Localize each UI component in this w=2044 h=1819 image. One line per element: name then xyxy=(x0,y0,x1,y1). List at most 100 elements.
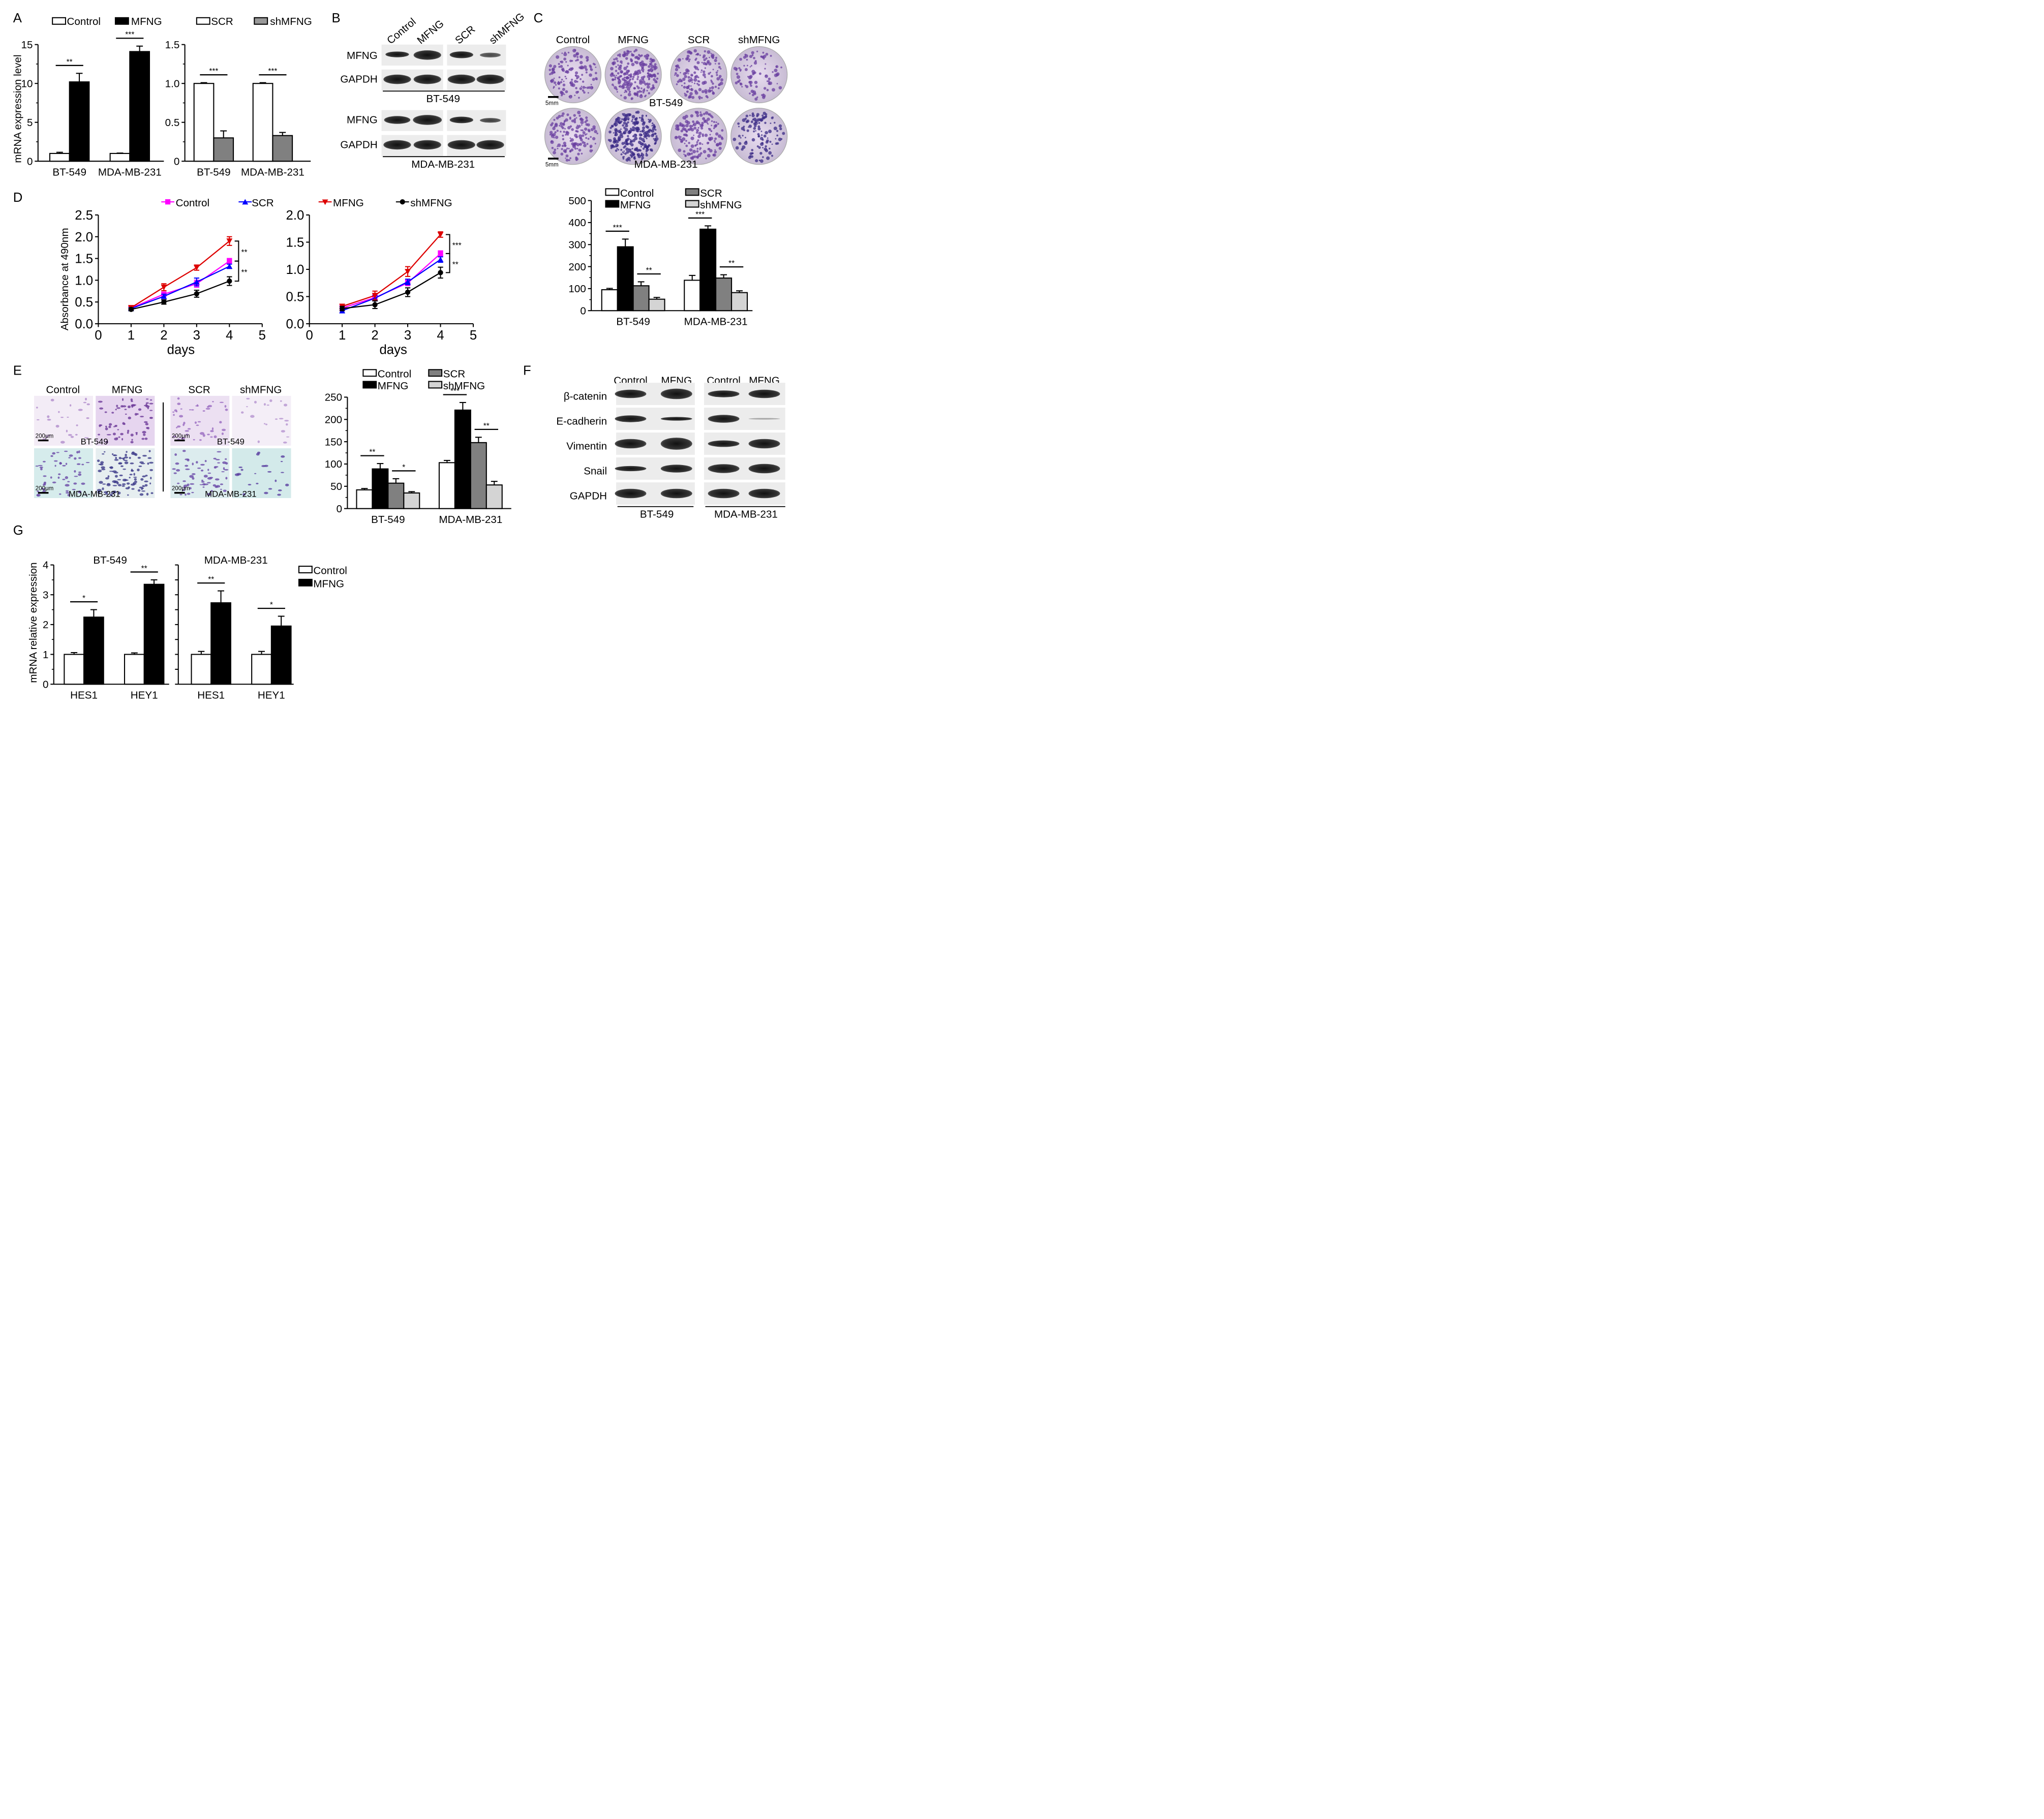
colony xyxy=(698,88,702,91)
colony xyxy=(580,120,584,125)
scale-bar-label: 200μm xyxy=(36,485,54,492)
colony xyxy=(740,82,743,86)
data-point xyxy=(161,299,167,305)
cell xyxy=(150,476,152,480)
colony xyxy=(760,134,763,136)
image-row-label: MDA-MB-231 xyxy=(205,489,256,499)
colony xyxy=(689,125,692,128)
cell xyxy=(114,459,119,461)
colony xyxy=(686,54,690,58)
colony xyxy=(685,124,689,128)
colony xyxy=(566,70,569,74)
colony xyxy=(646,89,648,92)
plate-column-label: MFNG xyxy=(618,34,649,46)
legend-marker xyxy=(242,199,249,205)
colony xyxy=(621,142,625,145)
cell xyxy=(37,490,40,492)
cell xyxy=(81,482,85,485)
colony xyxy=(707,59,710,64)
cell xyxy=(75,434,78,436)
colony xyxy=(630,97,634,100)
colony xyxy=(643,63,645,65)
legend-swatch-shmfng xyxy=(685,200,699,208)
colony xyxy=(622,131,626,135)
colony xyxy=(620,95,622,97)
colony xyxy=(676,74,679,77)
blot-row-label: GAPDH xyxy=(340,139,377,150)
cell xyxy=(137,456,141,459)
colony xyxy=(626,76,629,78)
cell xyxy=(280,460,283,463)
cell xyxy=(134,480,137,483)
blot-band xyxy=(660,417,692,421)
colony xyxy=(622,54,626,57)
significance-marker: ** xyxy=(241,268,248,277)
significance-marker: ** xyxy=(728,259,735,268)
colony xyxy=(555,84,557,86)
colony xyxy=(623,79,626,82)
colony xyxy=(681,140,683,143)
colony xyxy=(683,72,686,76)
colony xyxy=(762,116,766,119)
y-tick-label: 1.5 xyxy=(286,235,304,250)
colony xyxy=(736,73,739,75)
colony xyxy=(655,129,657,131)
blot-band xyxy=(615,415,647,422)
colony xyxy=(696,114,699,117)
cell xyxy=(116,405,118,408)
colony xyxy=(594,143,596,145)
blot-band xyxy=(479,118,501,123)
chart-title: BT-549 xyxy=(93,554,127,566)
migration-image xyxy=(96,395,155,446)
colony xyxy=(617,141,619,143)
colony xyxy=(775,138,777,140)
colony xyxy=(765,52,769,56)
colony xyxy=(770,122,772,124)
colony xyxy=(627,121,629,124)
colony xyxy=(610,147,613,149)
chart-growth-mdamb231: 0.00.51.01.52.00 1 2 3 4 5***** xyxy=(286,208,477,343)
colony xyxy=(644,140,646,142)
cell xyxy=(117,429,119,430)
x-tick-label: 2 xyxy=(160,328,167,343)
y-axis-label: mRNA relative expression xyxy=(27,562,39,683)
significance-marker: ** xyxy=(208,575,214,584)
cell xyxy=(56,452,59,453)
cell xyxy=(219,402,224,403)
cell xyxy=(266,404,269,406)
colony xyxy=(565,154,569,158)
cell xyxy=(134,478,137,481)
cell xyxy=(185,430,190,432)
cell xyxy=(69,404,72,407)
legend-marker xyxy=(400,199,405,205)
colony xyxy=(700,127,704,130)
cell xyxy=(149,410,153,411)
image-row-label: MDA-MB-231 xyxy=(69,489,120,499)
colony xyxy=(617,77,619,80)
colony xyxy=(689,127,692,130)
colony xyxy=(738,67,741,70)
colony xyxy=(776,130,779,132)
cell xyxy=(41,488,46,490)
cell xyxy=(108,423,112,426)
y-tick-label: 0 xyxy=(580,305,586,317)
colony xyxy=(575,87,577,89)
x-tick-label: MDA-MB-231 xyxy=(98,167,162,178)
colony xyxy=(559,125,561,127)
colony xyxy=(623,72,626,76)
colony xyxy=(712,153,715,157)
cell xyxy=(133,483,137,485)
colony xyxy=(560,131,562,133)
colony xyxy=(651,125,653,127)
x-tick-label: 1 xyxy=(339,328,346,343)
colony xyxy=(704,50,707,53)
colony xyxy=(694,91,698,95)
y-tick-label: 0.0 xyxy=(286,317,304,331)
colony xyxy=(759,151,762,155)
colony xyxy=(776,134,779,137)
colony xyxy=(692,120,695,124)
blot-band xyxy=(413,115,442,125)
colony xyxy=(745,114,749,117)
cell xyxy=(123,468,127,470)
